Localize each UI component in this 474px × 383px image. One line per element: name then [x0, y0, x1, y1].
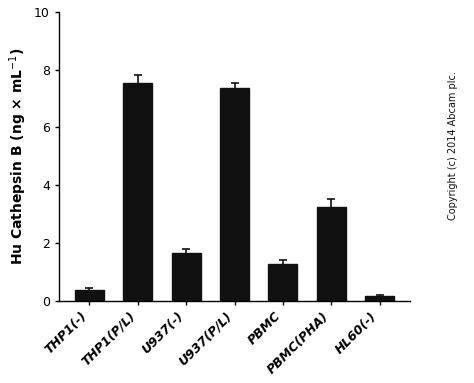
Bar [317, 207, 346, 301]
Y-axis label: Hu Cathepsin B (ng × mL$^{-1}$): Hu Cathepsin B (ng × mL$^{-1}$) [7, 47, 28, 265]
Bar [268, 264, 298, 301]
Bar [220, 88, 249, 301]
Bar [172, 253, 201, 301]
Text: Copyright (c) 2014 Abcam plc.: Copyright (c) 2014 Abcam plc. [447, 71, 458, 220]
Bar [75, 290, 104, 301]
Bar [123, 83, 152, 301]
Bar [365, 296, 394, 301]
